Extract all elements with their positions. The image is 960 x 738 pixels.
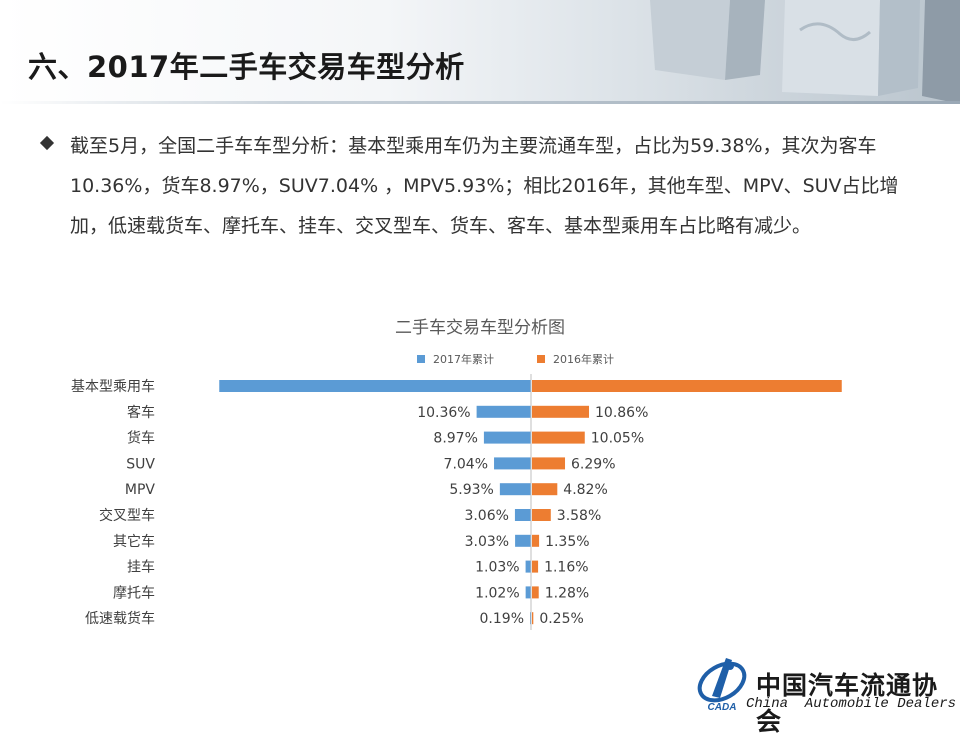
bar-2017 <box>476 405 531 418</box>
data-label-2017: 0.19% <box>480 611 524 627</box>
category-label: SUV <box>126 456 155 472</box>
data-label-2016: 1.35% <box>545 534 589 550</box>
logo-mark: CADA <box>708 702 737 712</box>
data-label-2016: 10.05% <box>591 431 644 447</box>
category-label: 摩托车 <box>113 584 155 601</box>
category-label: 挂车 <box>127 559 155 576</box>
bar-2016 <box>532 431 585 444</box>
data-label-2017: 3.03% <box>465 534 509 550</box>
cada-logo-icon: CADA <box>697 658 747 712</box>
data-label-2017: 7.04% <box>444 456 488 472</box>
category-label: 客车 <box>127 404 155 421</box>
data-label-2017: 10.36% <box>417 405 470 421</box>
bar-2017 <box>514 509 531 521</box>
logo-english-name: China Automobile Dealers <box>746 696 957 712</box>
data-label-2016: 1.28% <box>545 585 589 601</box>
bar-2016 <box>532 483 558 496</box>
bar-2016 <box>532 612 534 625</box>
chart-title: 二手车交易车型分析图 <box>395 318 565 338</box>
data-label-2016: 4.82% <box>563 482 607 498</box>
bar-2016 <box>532 586 539 599</box>
data-label-2016: 3.58% <box>557 508 601 524</box>
data-label-2016: 1.16% <box>544 560 588 576</box>
page-title: 六、2017年二手车交易车型分析 <box>28 50 465 84</box>
bullet-diamond-icon <box>39 135 55 151</box>
data-label-2016: 10.86% <box>595 405 648 421</box>
category-label: MPV <box>125 482 156 498</box>
bar-2016 <box>532 560 539 573</box>
data-label-2017: 8.97% <box>433 431 477 447</box>
bar-2017 <box>494 457 531 470</box>
header-divider <box>0 101 960 104</box>
category-label: 低速载货车 <box>85 610 155 627</box>
bar-2017 <box>499 483 531 496</box>
data-label-2016: 6.29% <box>571 456 615 472</box>
header-banner: 六、2017年二手车交易车型分析 <box>0 0 960 104</box>
legend-swatch-0 <box>417 355 425 363</box>
legend-label-0: 2017年累计 <box>433 352 494 366</box>
bar-2016 <box>532 380 842 392</box>
data-label-2017: 3.06% <box>464 508 508 524</box>
bar-2017 <box>219 380 531 392</box>
legend-swatch-1 <box>537 355 545 363</box>
bar-2017 <box>525 586 531 599</box>
bar-2017 <box>525 560 531 573</box>
chart-legend: 2017年累计 2016年累计 <box>417 352 614 366</box>
category-label: 其它车 <box>113 533 155 550</box>
bar-2016 <box>532 457 566 470</box>
header-decoration-cubes <box>650 0 960 104</box>
data-label-2016: 0.25% <box>539 611 583 627</box>
legend-label-1: 2016年累计 <box>553 352 614 366</box>
bar-2016 <box>532 534 540 547</box>
bar-2017 <box>515 534 531 547</box>
category-label: 货车 <box>127 430 155 447</box>
bar-2017 <box>483 431 531 444</box>
category-label: 交叉型车 <box>99 507 155 524</box>
summary-paragraph: 截至5月，全国二手车车型分析：基本型乘用车仍为主要流通车型，占比为59.38%，… <box>70 135 899 237</box>
bar-2016 <box>532 405 590 418</box>
bar-2016 <box>532 509 551 521</box>
data-label-2017: 5.93% <box>449 482 493 498</box>
data-label-2017: 1.03% <box>475 560 519 576</box>
data-label-2017: 1.02% <box>475 585 519 601</box>
category-label: 基本型乘用车 <box>71 378 155 395</box>
